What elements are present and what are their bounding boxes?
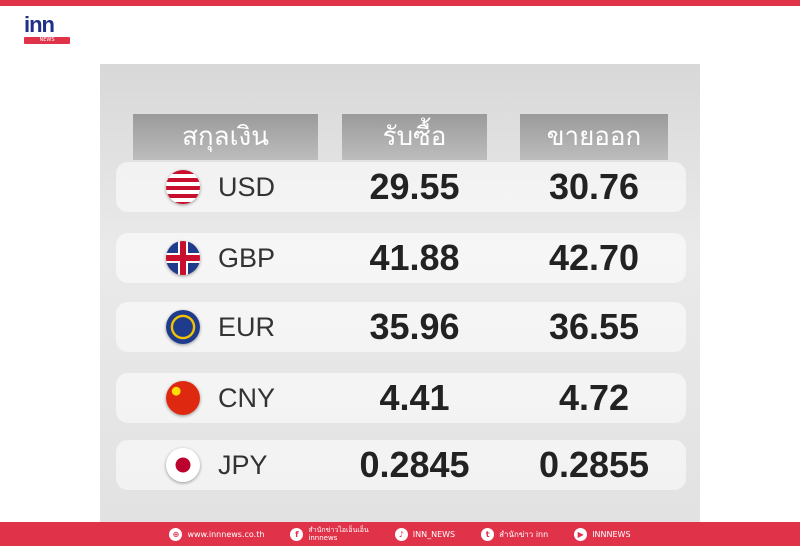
table-row: GBP 41.88 42.70 [116,233,686,283]
currency-cell: CNY [166,373,275,423]
buy-rate: 29.55 [369,166,460,207]
footer-tiktok[interactable]: ♪ INN_NEWS [394,527,456,541]
table-row: EUR 35.96 36.55 [116,302,686,352]
currency-code: JPY [218,449,268,480]
footer-youtube[interactable]: ▶ INNNEWS [574,527,631,541]
currency-cell: JPY [166,440,268,490]
table-row: CNY 4.41 4.72 [116,373,686,423]
footer-facebook[interactable]: f สำนักข่าวไอเอ็นเอ็น innnews [290,526,369,542]
top-bar [0,0,800,6]
tiktok-icon: ♪ [394,527,408,541]
footer-website[interactable]: ⊕ www.innnews.co.th [169,527,265,541]
currency-cell: GBP [166,233,275,283]
buy-rate: 0.2845 [359,444,470,485]
currency-code: GBP [218,242,276,273]
globe-icon: ⊕ [169,527,183,541]
youtube-text: INNNEWS [592,529,631,539]
eu-flag-icon [166,310,200,344]
header-sell: ขายออก [520,114,668,160]
header-buy: รับซื้อ [342,114,487,160]
uk-flag-icon [166,241,200,275]
buy-rate: 41.88 [369,237,460,278]
facebook-handle: innnews [308,534,338,542]
footer: ⊕ www.innnews.co.th f สำนักข่าวไอเอ็นเอ็น i… [0,522,800,546]
jp-flag-icon [166,448,200,482]
tiktok-text: INN_NEWS [412,529,456,539]
twitter-text: สำนักข่าว inn [499,529,549,539]
currency-cell: USD [166,162,275,212]
buy-rate: 35.96 [369,306,460,347]
sell-rate: 4.72 [558,377,630,418]
sell-rate: 42.70 [548,237,640,278]
currency-cell: EUR [166,302,275,352]
table-row: JPY 0.2845 0.2855 [116,440,686,490]
website-text: www.innnews.co.th [187,529,265,539]
footer-twitter[interactable]: t สำนักข่าว inn [481,527,549,541]
buy-rate: 4.41 [379,377,450,418]
us-flag-icon [166,170,200,204]
sell-rate: 36.55 [548,306,640,347]
currency-code: CNY [218,382,276,413]
inn-news-logo: inn NEWS [24,14,70,46]
logo-text: inn [24,12,55,37]
header-currency: สกุลเงิน [133,114,318,160]
twitter-icon: t [481,527,495,541]
sell-rate: 30.76 [548,166,640,207]
youtube-icon: ▶ [574,527,588,541]
currency-code: EUR [218,311,276,342]
table-row: USD 29.55 30.76 [116,162,686,212]
sell-rate: 0.2855 [538,444,650,485]
facebook-icon: f [290,527,304,541]
cn-flag-icon [166,381,200,415]
logo-badge: NEWS [24,37,70,44]
facebook-name: สำนักข่าวไอเอ็นเอ็น [308,526,369,534]
currency-code: USD [218,171,276,202]
exchange-rate-panel: สกุลเงิน รับซื้อ ขายออก USD 29.55 30.76 G… [100,64,700,522]
